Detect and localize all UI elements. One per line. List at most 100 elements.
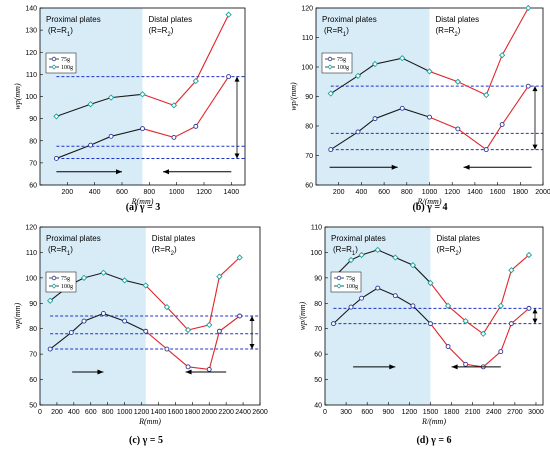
x-tick-label: 1000	[422, 189, 438, 196]
x-tick-label: 2000	[535, 189, 550, 196]
x-tick-label: 300	[340, 409, 352, 416]
data-point-100g	[80, 274, 88, 281]
data-point-75g	[463, 361, 469, 367]
y-tick-label: 80	[29, 138, 37, 145]
y-tick-label: 60	[29, 183, 37, 190]
x-tick-label: 2200	[218, 409, 234, 416]
data-point-100g	[480, 330, 487, 337]
legend-label: 100g	[337, 65, 349, 71]
x-tick-label: 1800	[444, 409, 460, 416]
data-point-75g	[53, 155, 59, 161]
y-tick-label: 90	[305, 94, 313, 101]
data-point-75g	[330, 321, 336, 327]
x-tick-label: 2700	[507, 409, 523, 416]
x-tick-label: 1200	[196, 189, 212, 196]
panel-caption: (d) γ = 6	[416, 435, 451, 446]
proximal-radius-label: (R=R1)	[333, 245, 358, 257]
y-tick-label: 80	[305, 124, 313, 131]
y-tick-label: 100	[25, 94, 37, 101]
distal-radius-label: (R=R2)	[436, 26, 461, 38]
y-tick-label: 70	[314, 326, 322, 333]
data-point-75g	[81, 318, 87, 324]
x-tick-label: 200	[51, 409, 63, 416]
data-point-100g	[327, 90, 334, 97]
chart-panel-1: 200 400 600 800 1000 1200 1400 60 70 80 90 100 110 12…	[13, 6, 246, 213]
distal-label: Distal plates	[149, 15, 193, 24]
data-point-100g	[192, 77, 199, 85]
direction-arrowhead	[463, 164, 470, 170]
distal-label: Distal plates	[436, 234, 480, 243]
data-point-100g	[508, 267, 515, 274]
bracket-arrowhead	[532, 144, 538, 150]
y-tick-label: 60	[305, 183, 313, 190]
y-tick-label: 50	[314, 377, 322, 384]
plot-frame	[324, 226, 544, 406]
y-tick-label: 60	[29, 377, 37, 384]
y-tick-label: 90	[29, 301, 37, 308]
direction-arrowhead	[97, 369, 104, 375]
panel-caption: (c) γ = 5	[129, 435, 163, 446]
x-tick-label: 2600	[252, 409, 268, 416]
data-point-100g	[225, 11, 232, 18]
x-tick-label: 1000	[169, 189, 185, 196]
bracket-arrowhead	[234, 76, 240, 82]
data-point-75g	[237, 313, 243, 319]
series-line-distal-100g	[145, 257, 241, 331]
distal-label: Distal plates	[152, 234, 196, 243]
x-tick-label: 600	[116, 189, 128, 196]
x-tick-label: 2000	[201, 409, 217, 416]
x-tick-label: 600	[361, 409, 373, 416]
proximal-label: Proximal plates	[331, 234, 386, 243]
legend-marker-100g	[51, 64, 57, 70]
x-tick-label: 800	[143, 189, 155, 196]
data-point-100g	[236, 254, 243, 261]
legend-marker-100g	[327, 64, 333, 70]
x-tick-label: 2100	[465, 409, 481, 416]
bracket-arrowhead	[532, 86, 538, 92]
direction-arrowhead	[451, 364, 458, 370]
data-point-100g	[454, 78, 462, 85]
data-point-75g	[445, 344, 451, 349]
data-point-100g	[374, 246, 381, 254]
data-point-100g	[409, 262, 417, 269]
y-tick-label: 90	[314, 275, 322, 282]
legend-marker-75g	[51, 275, 57, 281]
data-point-75g	[68, 330, 74, 335]
x-tick-label: 1800	[513, 189, 529, 196]
x-tick-label: 1200	[402, 409, 418, 416]
legend-label: 75g	[61, 57, 70, 63]
x-tick-label: 1600	[168, 409, 184, 416]
y-tick-label: 60	[314, 352, 322, 359]
direction-arrowhead	[163, 169, 169, 175]
data-point-100g	[142, 282, 149, 289]
x-tick-label: 1400	[151, 409, 167, 416]
data-point-75g	[499, 122, 505, 127]
x-tick-label: 1600	[490, 189, 506, 196]
y-tick-label: 70	[29, 352, 37, 359]
y-tick-label: 120	[301, 6, 313, 13]
proximal-label: Proximal plates	[322, 15, 377, 24]
bracket-arrowhead	[249, 344, 255, 350]
legend-marker-100g	[336, 283, 342, 289]
x-tick-label: 600	[378, 189, 390, 196]
data-point-100g	[499, 52, 506, 59]
y-tick-label: 110	[26, 250, 37, 257]
y-tick-label: 140	[25, 6, 37, 13]
data-point-100g	[216, 273, 223, 280]
data-point-100g	[358, 251, 365, 259]
data-point-75g	[328, 147, 334, 153]
direction-arrowhead	[185, 369, 192, 375]
data-point-100g	[47, 297, 54, 304]
panel-caption: (a) γ = 3	[126, 202, 161, 213]
data-point-75g	[185, 364, 191, 370]
data-point-75g	[108, 133, 114, 139]
data-point-75g	[525, 83, 531, 89]
x-tick-label: 600	[85, 409, 97, 416]
legend-marker-75g	[327, 56, 333, 62]
x-tick-label: 1400	[467, 189, 483, 196]
legend-marker-75g	[51, 56, 57, 62]
data-point-75g	[508, 321, 514, 327]
x-tick-label: 800	[401, 189, 413, 196]
x-tick-label: 1200	[134, 409, 150, 416]
series-line-distal-75g	[429, 85, 529, 151]
